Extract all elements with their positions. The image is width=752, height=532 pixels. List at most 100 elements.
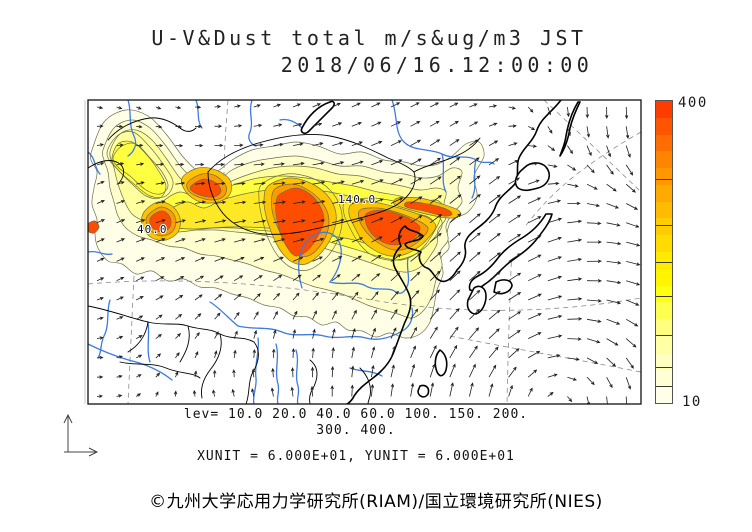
wind-arrow [547,199,562,204]
wind-arrow [332,256,343,262]
wind-arrow [136,124,143,129]
wind-arrow [96,181,105,185]
island-hokkaido [514,162,551,192]
colorbar-step [656,369,672,387]
wind-arrow [212,389,216,397]
wind-arrow [528,144,538,148]
wind-arrow [390,102,401,108]
wind-arrow [155,334,162,339]
wind-arrow [606,377,613,389]
wind-arrow [586,318,602,323]
wind-arrow [390,272,401,281]
wind-arrow [508,311,522,320]
wind-arrow [332,102,341,108]
wind-arrow [351,309,357,320]
wind-arrow [586,164,595,174]
wind-arrow [488,383,494,397]
wind-arrow [214,143,224,148]
wind-arrow [292,328,296,339]
colorbar-step [656,117,672,135]
wind-arrow [508,348,520,359]
wind-arrow [312,292,320,301]
wind-arrow [567,277,583,282]
colorbar-step [656,201,672,219]
contour-label-40: 40.0 [137,223,168,236]
contour-label-140: 140.0 [338,193,376,206]
wind-arrow [96,238,105,243]
wind-arrow [488,122,498,127]
wind-arrow [351,102,361,108]
wind-arrow [96,200,105,204]
wind-arrow [116,296,124,301]
wind-arrow [508,142,518,146]
wind-arrow [449,120,459,127]
wind-arrow [390,308,398,320]
wind-arrow [547,334,563,339]
wind-arrow [547,106,552,116]
wind-arrow [469,270,481,281]
wind-arrow [331,346,335,358]
dust-fill-region [364,209,421,246]
wind-arrow [606,241,622,246]
wind-arrow [292,142,304,146]
wind-arrow [469,175,481,185]
wind-arrow [251,368,256,378]
wind-arrow [606,183,617,192]
wind-arrow [371,309,377,320]
wind-arrow [234,143,244,147]
wind-arrow [194,181,206,186]
wind-arrow [175,275,185,282]
wind-arrow [135,393,142,397]
wind-arrow [194,219,207,224]
wind-arrow [390,235,403,243]
wind-arrow [488,140,499,146]
wind-arrow [390,197,404,204]
wind-vector-field [96,102,641,404]
wind-arrow [351,291,359,301]
wind-arrow [253,275,263,282]
wind-arrow [136,315,144,320]
colorbar-step [656,386,672,404]
wind-arrow [625,357,634,369]
wind-arrow [351,273,361,282]
wind-arrow [96,336,104,340]
dust-fill-region [111,140,167,200]
colorbar-tick [656,385,672,387]
wind-arrow [310,366,315,378]
wind-arrow [429,307,439,320]
wind-arrow [234,124,243,128]
island-taiwan [434,349,448,377]
wind-arrow [155,162,165,167]
wind-arrow [488,346,499,359]
colorbar [655,100,673,404]
wind-arrow [567,219,583,224]
wind-arrow [371,102,381,108]
wind-arrow [449,307,460,320]
wind-arrow [625,183,636,193]
wind-arrow [312,161,325,166]
wind-arrow [626,261,641,266]
wind-arrow [331,309,337,320]
wind-arrow [488,364,497,378]
wind-arrow [232,369,236,378]
wind-arrow [371,121,382,127]
wind-arrow [488,194,501,204]
wind-arrow [606,299,622,305]
wind-arrow [292,274,302,282]
wind-arrow [273,329,277,339]
wind-arrow [312,328,316,339]
wind-arrow [252,348,256,358]
wind-arrow [547,354,561,359]
wind-arrow [290,367,295,378]
wind-arrow [96,219,106,224]
wind-arrow [312,310,317,320]
wind-arrow [371,291,379,301]
credit-line: ©九州大学応用力学研究所(RIAM)/国立環境研究所(NIES) [149,492,603,512]
wind-arrow [390,345,396,359]
wind-arrow [410,382,415,397]
wind-arrow [116,181,125,185]
plot-timestamp: 2018/06/16.12:00:00 [280,53,594,77]
dust-contour-line [258,173,343,271]
wind-arrow [273,238,286,243]
wind-arrow [192,389,197,397]
